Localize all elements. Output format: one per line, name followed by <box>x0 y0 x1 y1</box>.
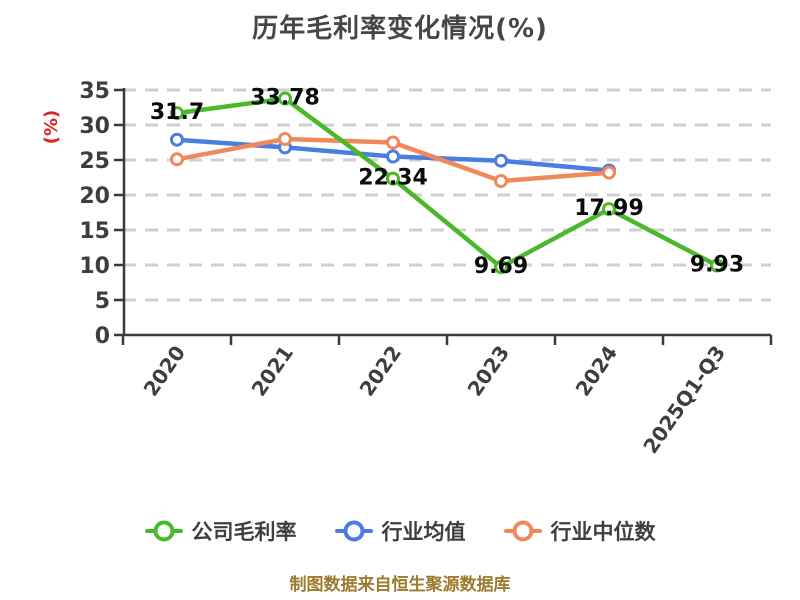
legend-item-company-margin[interactable]: 公司毛利率 <box>144 516 297 546</box>
data-point-marker[interactable] <box>386 171 400 186</box>
data-source-caption: 制图数据来自恒生聚源数据库 <box>289 575 511 595</box>
legend-item-industry-mean[interactable]: 行业均值 <box>334 516 466 546</box>
y-tick-label: 15 <box>79 219 110 244</box>
x-tick-label: 2022 <box>355 341 407 400</box>
data-point-marker[interactable] <box>170 106 184 121</box>
y-tick-label: 0 <box>95 324 110 349</box>
data-point-label: 17.99 <box>574 196 644 221</box>
series-line <box>174 96 720 270</box>
data-point-marker[interactable] <box>602 165 616 180</box>
legend-label: 行业均值 <box>381 520 466 544</box>
data-point-marker[interactable] <box>494 174 508 188</box>
y-axis-name: (%) <box>41 110 62 145</box>
y-tick-label: 20 <box>79 184 110 209</box>
data-point-marker[interactable] <box>278 132 292 146</box>
line-dot-marker-green <box>144 520 183 542</box>
data-point-marker[interactable] <box>170 152 184 167</box>
line-dot-marker-orange <box>503 520 542 542</box>
legend-item-industry-median[interactable]: 行业中位数 <box>503 516 656 546</box>
data-point-marker[interactable] <box>494 153 508 168</box>
data-point-marker[interactable] <box>386 149 400 164</box>
data-point-marker[interactable] <box>602 202 616 217</box>
data-point-marker[interactable] <box>170 132 184 147</box>
data-point-label: 33.78 <box>250 86 320 111</box>
chart-title: 历年毛利率变化情况(%) <box>252 14 548 44</box>
data-point-label: 31.7 <box>150 100 204 125</box>
data-point-marker[interactable] <box>710 258 724 273</box>
legend-label: 行业中位数 <box>550 520 656 544</box>
y-tick-label: 30 <box>79 114 110 139</box>
y-tick-label: 35 <box>79 79 110 104</box>
legend-label: 公司毛利率 <box>191 520 297 544</box>
data-point-label: 22.34 <box>358 166 428 191</box>
y-tick-label: 25 <box>79 149 110 174</box>
x-tick-label: 2021 <box>247 341 299 400</box>
chart-legend: 公司毛利率 行业均值 行业中位数 <box>0 516 800 546</box>
data-point-marker[interactable] <box>386 135 400 150</box>
x-tick-label: 2025Q1-Q3 <box>638 341 730 458</box>
data-point-marker[interactable] <box>278 91 292 106</box>
data-point-label: 9.69 <box>474 254 528 279</box>
y-tick-label: 10 <box>79 254 110 279</box>
y-tick-label: 5 <box>95 289 110 314</box>
x-tick-label: 2024 <box>571 341 623 400</box>
data-point-marker[interactable] <box>494 260 508 275</box>
x-tick-label: 2023 <box>463 341 515 400</box>
data-point-label: 9.93 <box>690 252 744 277</box>
x-tick-label: 2020 <box>139 341 191 400</box>
line-dot-marker-blue <box>334 520 373 542</box>
